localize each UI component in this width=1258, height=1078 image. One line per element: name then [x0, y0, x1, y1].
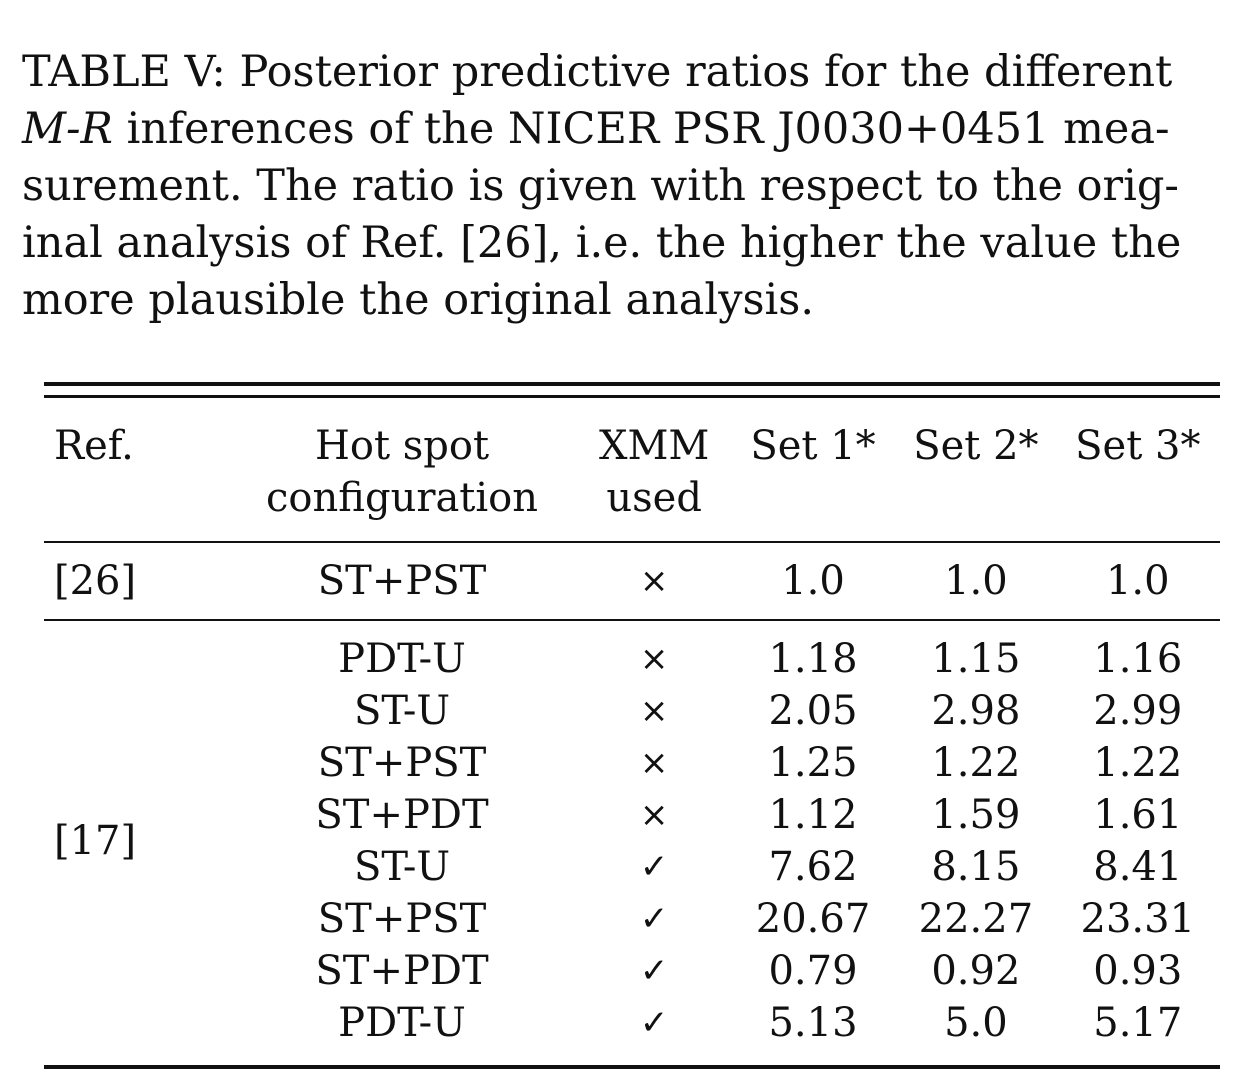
hot-spot-cell: ST+PST	[317, 740, 487, 786]
xmm-cell: ✓	[639, 847, 669, 887]
hot-spot-cell: ST+PDT	[315, 948, 489, 994]
header-xmm: XMM used	[598, 423, 710, 521]
set1-cell: 0.79	[768, 948, 858, 994]
xmm-cell: ×	[639, 639, 669, 679]
caption-line-5: more plausible the original analysis.	[22, 275, 815, 325]
set3-cell: 2.99	[1093, 688, 1183, 734]
header-ref: Ref.	[54, 423, 134, 469]
caption-line-2-rest: inferences of the NICER PSR J0030+0451 m…	[112, 104, 1170, 154]
ref-cell: [17]	[54, 818, 137, 864]
table-row: ST+PST ✓ 20.67 22.27 23.31	[44, 893, 1220, 945]
table-row: ST+PST × 1.25 1.22 1.22	[44, 737, 1220, 789]
set3-cell: 8.41	[1093, 844, 1183, 890]
header-set2: Set 2*	[913, 423, 1039, 469]
xmm-cell: ×	[639, 691, 669, 731]
bottom-rule	[44, 1065, 1220, 1069]
set3-cell: 0.93	[1093, 948, 1183, 994]
group-17-table: [17] PDT-U × 1.18 1.15 1.16 ST-U × 2.05 …	[44, 633, 1220, 1049]
caption-line-3: surement. The ratio is given with respec…	[22, 161, 1179, 211]
set2-cell: 22.27	[918, 896, 1034, 942]
set1-cell: 1.0	[781, 558, 845, 604]
set1-cell: 1.25	[768, 740, 858, 786]
set3-cell: 1.22	[1093, 740, 1183, 786]
hot-spot-cell: PDT-U	[338, 636, 466, 682]
hot-spot-cell: PDT-U	[338, 1000, 466, 1046]
set3-cell: 1.0	[1105, 558, 1170, 604]
xmm-cell: ✓	[639, 899, 669, 939]
set2-cell: 8.15	[931, 844, 1021, 890]
table-row: [26] ST+PST × 1.0 1.0 1.0	[44, 555, 1220, 607]
table-caption: TABLE V: Posterior predictive ratios for…	[22, 44, 1202, 329]
header-table: Ref. Hot spot configuration XMM used Set 1…	[44, 420, 1220, 524]
results-table: Ref. Hot spot configuration XMM used Set 1…	[44, 382, 1220, 1069]
table-row: ST+PDT × 1.12 1.59 1.61	[44, 789, 1220, 841]
header-set3: Set 3*	[1075, 423, 1201, 469]
header-hot-spot: Hot spot configuration	[266, 423, 539, 521]
set2-cell: 1.0	[944, 558, 1008, 604]
table-row: [17] PDT-U × 1.18 1.15 1.16	[44, 633, 1220, 864]
group-rule	[44, 619, 1220, 621]
set3-cell: 5.17	[1093, 1000, 1183, 1046]
table-row: PDT-U ✓ 5.13 5.0 5.17	[44, 997, 1220, 1049]
set1-cell: 7.62	[768, 844, 858, 890]
hot-spot-cell: ST+PST	[317, 558, 487, 604]
set1-cell: 5.13	[768, 1000, 858, 1046]
hot-spot-cell: ST+PST	[317, 896, 487, 942]
caption-line-1: TABLE V: Posterior predictive ratios for…	[22, 47, 1173, 97]
xmm-cell: ×	[639, 743, 669, 783]
group-26-table: [26] ST+PST × 1.0 1.0 1.0	[44, 555, 1220, 607]
header-rule	[44, 541, 1220, 543]
set2-cell: 1.15	[931, 636, 1021, 682]
set3-cell: 1.16	[1093, 636, 1183, 682]
set3-cell: 23.31	[1080, 896, 1196, 942]
set2-cell: 0.92	[931, 948, 1021, 994]
caption-line-4: inal analysis of Ref. [26], i.e. the hig…	[22, 218, 1182, 268]
hot-spot-cell: ST-U	[353, 844, 451, 890]
set2-cell: 5.0	[944, 1000, 1008, 1046]
xmm-cell: ×	[639, 561, 669, 601]
xmm-cell: ×	[639, 795, 669, 835]
hot-spot-cell: ST+PDT	[315, 792, 489, 838]
header-row: Ref. Hot spot configuration XMM used Set 1…	[44, 420, 1220, 524]
xmm-cell: ✓	[639, 951, 669, 991]
set1-cell: 1.12	[768, 792, 858, 838]
table-row: ST-U ✓ 7.62 8.15 8.41	[44, 841, 1220, 893]
set3-cell: 1.61	[1093, 792, 1183, 838]
table-row: ST+PDT ✓ 0.79 0.92 0.93	[44, 945, 1220, 997]
set2-cell: 2.98	[931, 688, 1021, 734]
top-rule	[44, 382, 1220, 386]
hot-spot-cell: ST-U	[353, 688, 451, 734]
header-set1: Set 1*	[750, 423, 876, 469]
set1-cell: 20.67	[755, 896, 871, 942]
table-row: ST-U × 2.05 2.98 2.99	[44, 685, 1220, 737]
caption-line-2: M-R inferences of the NICER PSR J0030+04…	[22, 101, 1202, 158]
set2-cell: 1.22	[931, 740, 1021, 786]
set1-cell: 1.18	[768, 636, 858, 682]
set1-cell: 2.05	[768, 688, 858, 734]
xmm-cell: ✓	[639, 1003, 669, 1043]
ref-cell: [26]	[54, 558, 137, 604]
top-rule-inner	[44, 395, 1220, 398]
set2-cell: 1.59	[931, 792, 1021, 838]
caption-math-mr: M-R	[22, 104, 113, 154]
